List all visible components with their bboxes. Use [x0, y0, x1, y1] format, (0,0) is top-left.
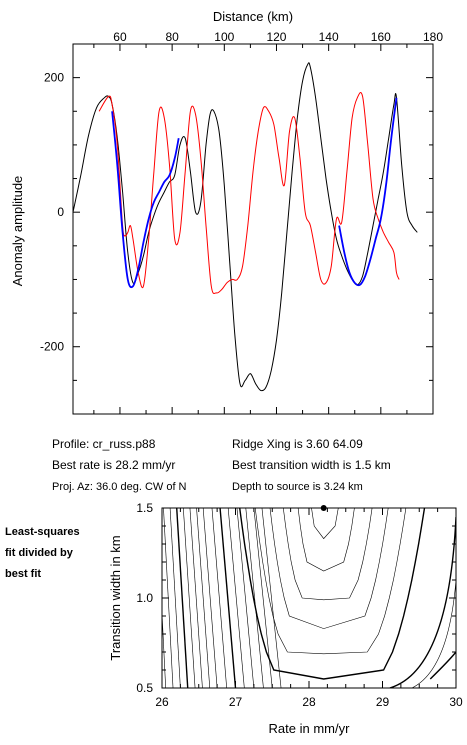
side-label-line1: Least-squares [5, 526, 80, 538]
profile-plot-frame [72, 43, 434, 415]
contour-line [176, 508, 189, 688]
contour-plot-frame [161, 507, 457, 689]
contour-y-tick-label: 0.5 [136, 681, 153, 695]
contour-line [429, 651, 456, 680]
model-profile-line [98, 91, 400, 295]
profile-x-tick-label: 100 [214, 30, 234, 44]
contour-line [389, 516, 456, 688]
profile-x-tick-label: 180 [423, 30, 443, 44]
contour-line [211, 508, 227, 688]
profile-y-axis-title: Anomaly amplitude [10, 176, 25, 287]
contour-line [183, 508, 196, 688]
profile-x-tick-label: 120 [266, 30, 286, 44]
contour-line [196, 508, 211, 688]
contour-line [411, 579, 456, 688]
fit-segment-line [338, 97, 398, 287]
contour-line [162, 606, 166, 688]
contour-line [236, 508, 255, 688]
contour-line [227, 508, 245, 688]
contour-line [297, 508, 355, 572]
profile-y-tick-label: -200 [40, 340, 64, 354]
contour-line [254, 508, 407, 655]
contour-line [239, 508, 426, 680]
profile-x-tick-label: 140 [319, 30, 339, 44]
contour-x-tick-label: 29 [376, 695, 390, 709]
profile-tick-labels: 60 80 100 120 140 160 180 200 0 -200 [40, 30, 443, 354]
info-proj-az: Proj. Az: 36.0 deg. CW of N [52, 481, 187, 493]
contour-x-tick-label: 28 [302, 695, 316, 709]
contour-ticks [161, 507, 457, 689]
contour-line [189, 508, 203, 688]
contour-x-tick-label: 30 [449, 695, 463, 709]
side-label-line2: fit divided by [5, 547, 74, 559]
profile-y-tick-label: 0 [57, 205, 64, 219]
contour-y-tick-label: 1.5 [136, 501, 153, 515]
side-label-line3: best fit [5, 568, 41, 580]
contour-line [311, 508, 339, 540]
profile-x-axis-title: Distance (km) [213, 9, 293, 24]
profile-chart: 60 80 100 120 140 160 180 200 0 -200 Distance (km… [10, 9, 443, 415]
contour-y-axis-title: Transition width in km [108, 535, 123, 660]
side-label: Least-squares fit divided by best fit [5, 526, 80, 580]
contour-line [219, 508, 237, 688]
contour-lines [162, 508, 456, 688]
info-block: Profile: cr_russ.p88 Best rate is 28.2 m… [52, 437, 391, 493]
contour-y-tick-label: 1.0 [136, 591, 153, 605]
contour-line [245, 508, 264, 688]
profile-y-tick-label: 200 [44, 71, 64, 85]
profile-x-tick-label: 80 [165, 30, 179, 44]
info-best-transition: Best transition width is 1.5 km [232, 458, 391, 472]
contour-x-tick-label: 27 [229, 695, 243, 709]
info-best-rate: Best rate is 28.2 mm/yr [52, 458, 175, 472]
profile-ticks [73, 43, 434, 415]
profile-x-tick-label: 160 [371, 30, 391, 44]
info-depth: Depth to source is 3.24 km [232, 481, 363, 493]
fit-segment-line [111, 111, 180, 289]
info-ridge-xing: Ridge Xing is 3.60 64.09 [232, 437, 363, 451]
info-profile: Profile: cr_russ.p88 [52, 437, 156, 451]
contour-tick-labels: 26 27 28 29 30 0.5 1.0 1.5 [136, 501, 463, 709]
contour-line [169, 508, 181, 688]
contour-line [202, 508, 218, 688]
contour-line [283, 508, 373, 601]
observed-profile-line [72, 62, 418, 392]
contour-x-axis-title: Rate in mm/yr [269, 721, 351, 736]
contour-line [261, 508, 282, 688]
profile-series [72, 62, 418, 392]
contour-x-tick-label: 26 [155, 695, 169, 709]
contour-line [269, 508, 389, 629]
contour-chart: 26 27 28 29 30 0.5 1.0 1.5 Rate in mm/yr Transi… [108, 501, 463, 736]
profile-x-tick-label: 60 [113, 30, 127, 44]
best-fit-marker [320, 505, 327, 511]
contour-best-point [320, 505, 327, 511]
